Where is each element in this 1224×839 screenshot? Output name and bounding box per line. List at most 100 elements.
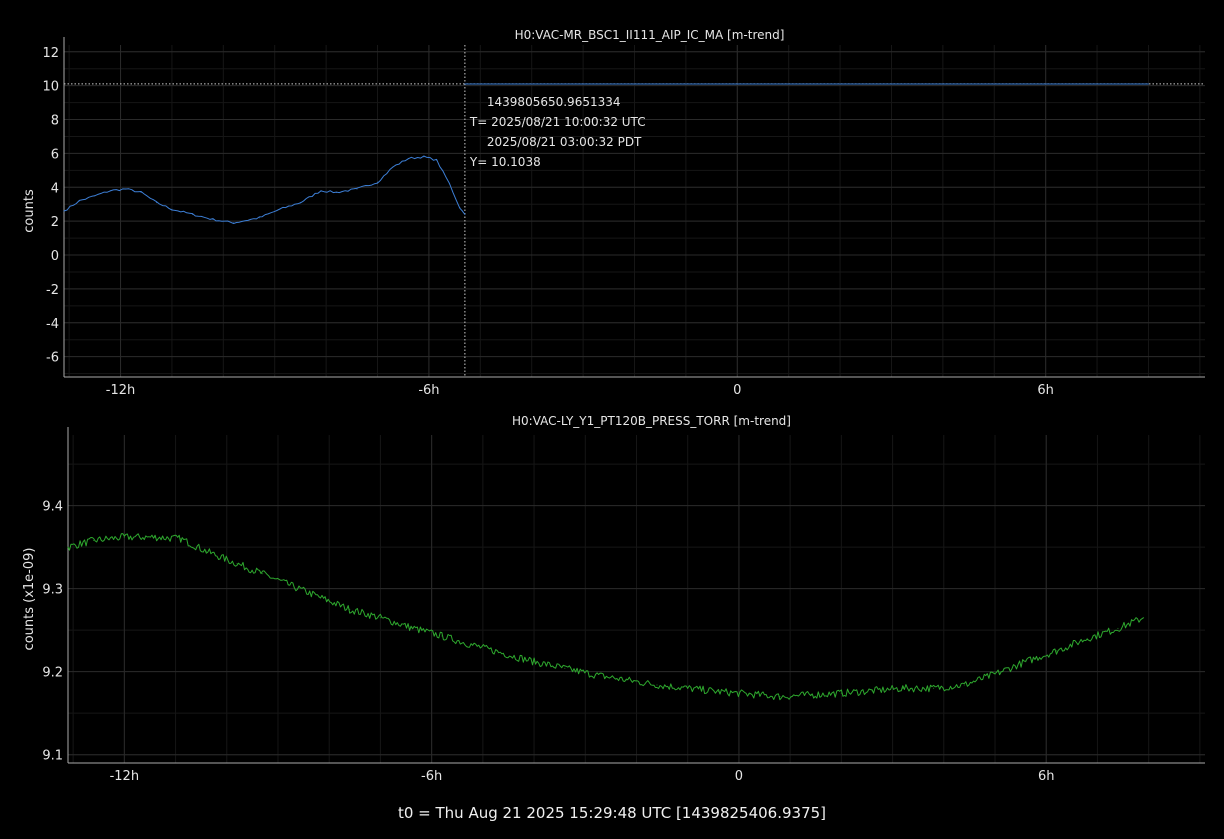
annotation-line: 2025/08/21 03:00:32 PDT (487, 135, 642, 149)
data-point (779, 695, 781, 698)
data-point (436, 159, 438, 161)
data-point (1142, 617, 1145, 619)
data-point (840, 692, 842, 694)
data-point (1055, 650, 1058, 652)
data-point (287, 583, 289, 586)
x-tick-label: -6h (418, 383, 439, 398)
x-tick-label: 0 (733, 383, 741, 398)
data-point (871, 690, 873, 692)
bottom-chart: -12h -6h 0 6h 9.1 9.2 9.3 9.4 H0:VAC-LY_Y1_PT120… (22, 414, 1205, 784)
data-point (356, 188, 358, 190)
data-point (448, 183, 451, 185)
data-point (93, 539, 95, 542)
data-point (154, 536, 156, 538)
data-point (123, 536, 125, 538)
y-tick-label: 9.2 (42, 666, 63, 681)
data-point (410, 627, 412, 629)
data-point (748, 693, 750, 695)
y-tick-label: 0 (51, 249, 59, 264)
major-grid (64, 45, 1205, 377)
data-point (258, 217, 260, 219)
data-point (932, 687, 935, 689)
data-point (349, 608, 351, 610)
y-tick-label: -4 (46, 317, 59, 332)
data-point (318, 596, 320, 598)
data-point (191, 213, 194, 215)
data-point (1117, 627, 1119, 630)
x-tick-label: -12h (110, 769, 139, 784)
series-line-1 (67, 533, 1144, 701)
data-point (236, 563, 238, 565)
y-tick-label: 9.1 (42, 749, 63, 764)
x-tick-label: 0 (735, 769, 743, 784)
y-tick-label: -2 (46, 283, 59, 298)
data-point (717, 690, 720, 693)
y-tick-label: 6 (51, 147, 59, 162)
data-point (464, 213, 466, 215)
data-point (902, 687, 904, 689)
chart-title: H0:VAC-MR_BSC1_II111_AIP_IC_MA [m-trend] (515, 28, 785, 42)
major-grid (68, 435, 1205, 763)
data-point (205, 550, 207, 552)
data-point (262, 573, 264, 575)
data-point (233, 222, 235, 224)
data-point (625, 679, 627, 681)
data-point (78, 200, 81, 202)
data-point (423, 156, 425, 158)
data-point (502, 652, 504, 654)
data-point (533, 661, 535, 663)
data-point (564, 667, 566, 669)
x-tick-label: -12h (106, 383, 135, 398)
y-axis-label: counts (22, 189, 37, 233)
minor-grid (64, 45, 1205, 377)
data-point (687, 687, 689, 689)
annotation-line: Y= 10.1038 (469, 155, 541, 169)
data-point (67, 546, 69, 548)
annotation-line: 1439805650.9651334 (487, 95, 621, 109)
data-point (459, 207, 461, 209)
data-point (279, 208, 281, 210)
minor-grid (68, 435, 1205, 763)
data-point (212, 218, 214, 221)
data-point (180, 538, 182, 540)
data-point (379, 617, 382, 619)
data-point (472, 644, 474, 646)
top-chart: -12h -6h 0 6h -6 -4 -2 0 2 4 6 8 10 12 H0:VAC-MR_BSC1_… (22, 28, 1205, 398)
data-point (320, 190, 322, 192)
data-point (392, 166, 394, 168)
data-point (407, 157, 409, 160)
chart-title: H0:VAC-LY_Y1_PT120B_PRESS_TORR [m-trend] (512, 414, 791, 428)
x-tick-label: 6h (1037, 383, 1054, 398)
y-tick-label: 8 (51, 114, 59, 129)
t0-footer: t0 = Thu Aug 21 2025 15:29:48 UTC [14398… (397, 804, 827, 822)
data-point (810, 694, 812, 696)
x-tick-label: 6h (1038, 769, 1055, 784)
data-point (1147, 83, 1150, 85)
data-point (125, 188, 127, 190)
data-point (994, 673, 996, 675)
y-axis-label: counts (x1e-09) (22, 548, 37, 651)
data-point (376, 181, 379, 183)
data-point (155, 201, 158, 204)
data-point (140, 191, 142, 193)
y-tick-label: 12 (42, 46, 59, 61)
annotation-line: T= 2025/08/21 10:00:32 UTC (469, 115, 646, 129)
hover-annotation: 1439805650.9651334 T= 2025/08/21 10:00:32… (469, 95, 646, 169)
y-tick-label: 9.4 (42, 500, 63, 515)
y-tick-label: -6 (46, 351, 59, 366)
data-point (656, 684, 658, 686)
data-point (94, 195, 96, 197)
data-point (171, 208, 173, 210)
data-point (1086, 637, 1088, 640)
data-point (441, 635, 443, 637)
data-point (335, 191, 338, 193)
x-tick-label: -6h (421, 769, 442, 784)
data-point (1025, 661, 1027, 663)
data-point (464, 83, 466, 85)
data-point (594, 674, 597, 676)
data-point (109, 190, 111, 192)
series-line-1 (63, 155, 466, 224)
y-tick-label: 9.3 (42, 583, 63, 598)
y-tick-label: 2 (51, 215, 59, 230)
